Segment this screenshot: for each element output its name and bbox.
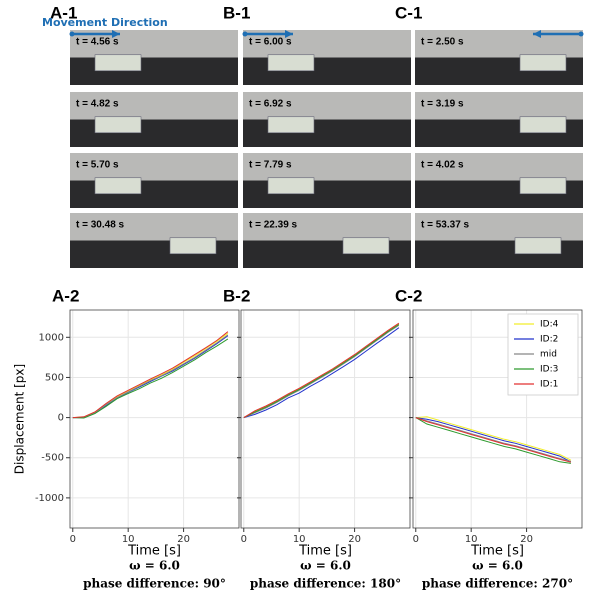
frame-time: t = 4.02 s: [421, 160, 464, 171]
arrow-head: [112, 30, 120, 38]
series-line: [243, 323, 400, 419]
annotation: phase difference: 90°: [83, 577, 226, 591]
y-tick-label: 0: [58, 413, 64, 424]
frame-time: t = 6.92 s: [249, 99, 292, 110]
photo-wall: [415, 213, 583, 241]
arrow-tail: [69, 31, 75, 37]
legend-label: mid: [540, 350, 557, 360]
arrow-head: [533, 30, 541, 38]
x-axis-label: Time [s]: [127, 544, 181, 559]
direction-label: Movement Direction: [42, 16, 168, 29]
plot-frame: [412, 309, 583, 529]
frame-time: t = 4.82 s: [76, 99, 119, 110]
frame-time: t = 2.50 s: [421, 37, 464, 48]
annotation: phase difference: 180°: [250, 577, 401, 591]
legend-label: ID:1: [540, 380, 558, 390]
legend-label: ID:2: [540, 335, 558, 345]
robot: [519, 54, 567, 72]
y-axis-label: Displacement [px]: [13, 364, 27, 474]
plot-frame: [240, 309, 411, 529]
panel-label: C-1: [395, 3, 422, 22]
y-tick-label: -1000: [35, 493, 64, 504]
arrow-tail: [242, 31, 248, 37]
annotation: ω = 6.0: [472, 559, 523, 573]
y-tick-label: 1000: [39, 332, 64, 343]
x-tick-label: 0: [70, 534, 76, 545]
arrow-tail: [578, 31, 584, 37]
frame-time: t = 53.37 s: [421, 220, 470, 231]
frame-time: t = 30.48 s: [76, 220, 125, 231]
robot: [519, 116, 567, 134]
series-line: [243, 324, 400, 419]
series-line: [415, 417, 572, 463]
robot: [94, 177, 142, 195]
x-tick-label: 0: [241, 534, 247, 545]
photo-wall: [70, 153, 238, 181]
series-line: [243, 327, 400, 419]
y-tick-label: -500: [41, 453, 64, 464]
robot: [169, 237, 217, 255]
series-line: [72, 332, 229, 419]
robot: [267, 177, 315, 195]
series-line: [415, 417, 571, 464]
legend-label: ID:4: [540, 320, 559, 330]
x-tick-label: 0: [413, 534, 419, 545]
robot: [267, 54, 315, 72]
robot: [94, 54, 142, 72]
frame-time: t = 3.19 s: [421, 99, 464, 110]
plot-frame: [69, 309, 240, 529]
frame-time: t = 4.56 s: [76, 37, 119, 48]
annotation: ω = 6.0: [300, 559, 351, 573]
series-line: [243, 324, 400, 419]
robot: [267, 116, 315, 134]
panel-label: B-2: [223, 286, 250, 305]
x-tick-label: 20: [348, 534, 361, 545]
robot: [94, 116, 142, 134]
arrow-head: [285, 30, 293, 38]
x-axis-label: Time [s]: [470, 544, 524, 559]
x-tick-label: 10: [122, 534, 135, 545]
frame-time: t = 22.39 s: [249, 220, 298, 231]
robot: [519, 177, 567, 195]
series-line: [72, 338, 229, 419]
panel-label: A-1: [50, 3, 77, 22]
series-line: [72, 334, 229, 419]
y-tick-label: 500: [45, 372, 64, 383]
photo-wall: [243, 92, 411, 120]
annotation: ω = 6.0: [129, 559, 180, 573]
frame-time: t = 7.79 s: [249, 160, 292, 171]
series-line: [415, 417, 572, 462]
panel-label: A-2: [52, 286, 79, 305]
robot: [514, 237, 562, 255]
photo-wall: [70, 92, 238, 120]
series-line: [415, 417, 572, 463]
series-line: [72, 331, 229, 419]
x-tick-label: 20: [177, 534, 190, 545]
annotation: phase difference: 270°: [422, 577, 573, 591]
x-tick-label: 20: [520, 534, 533, 545]
series-line: [415, 416, 572, 461]
photo-wall: [415, 92, 583, 120]
robot: [342, 237, 390, 255]
frame-time: t = 6.00 s: [249, 37, 292, 48]
photo-wall: [415, 153, 583, 181]
photo-wall: [70, 213, 238, 241]
x-axis-label: Time [s]: [298, 544, 352, 559]
panel-label: B-1: [223, 3, 250, 22]
legend-label: ID:3: [540, 365, 558, 375]
photo-wall: [243, 213, 411, 241]
panel-label: C-2: [395, 286, 422, 305]
series-line: [243, 322, 400, 419]
x-tick-label: 10: [465, 534, 478, 545]
photo-wall: [243, 153, 411, 181]
x-tick-label: 10: [293, 534, 306, 545]
frame-time: t = 5.70 s: [76, 160, 119, 171]
